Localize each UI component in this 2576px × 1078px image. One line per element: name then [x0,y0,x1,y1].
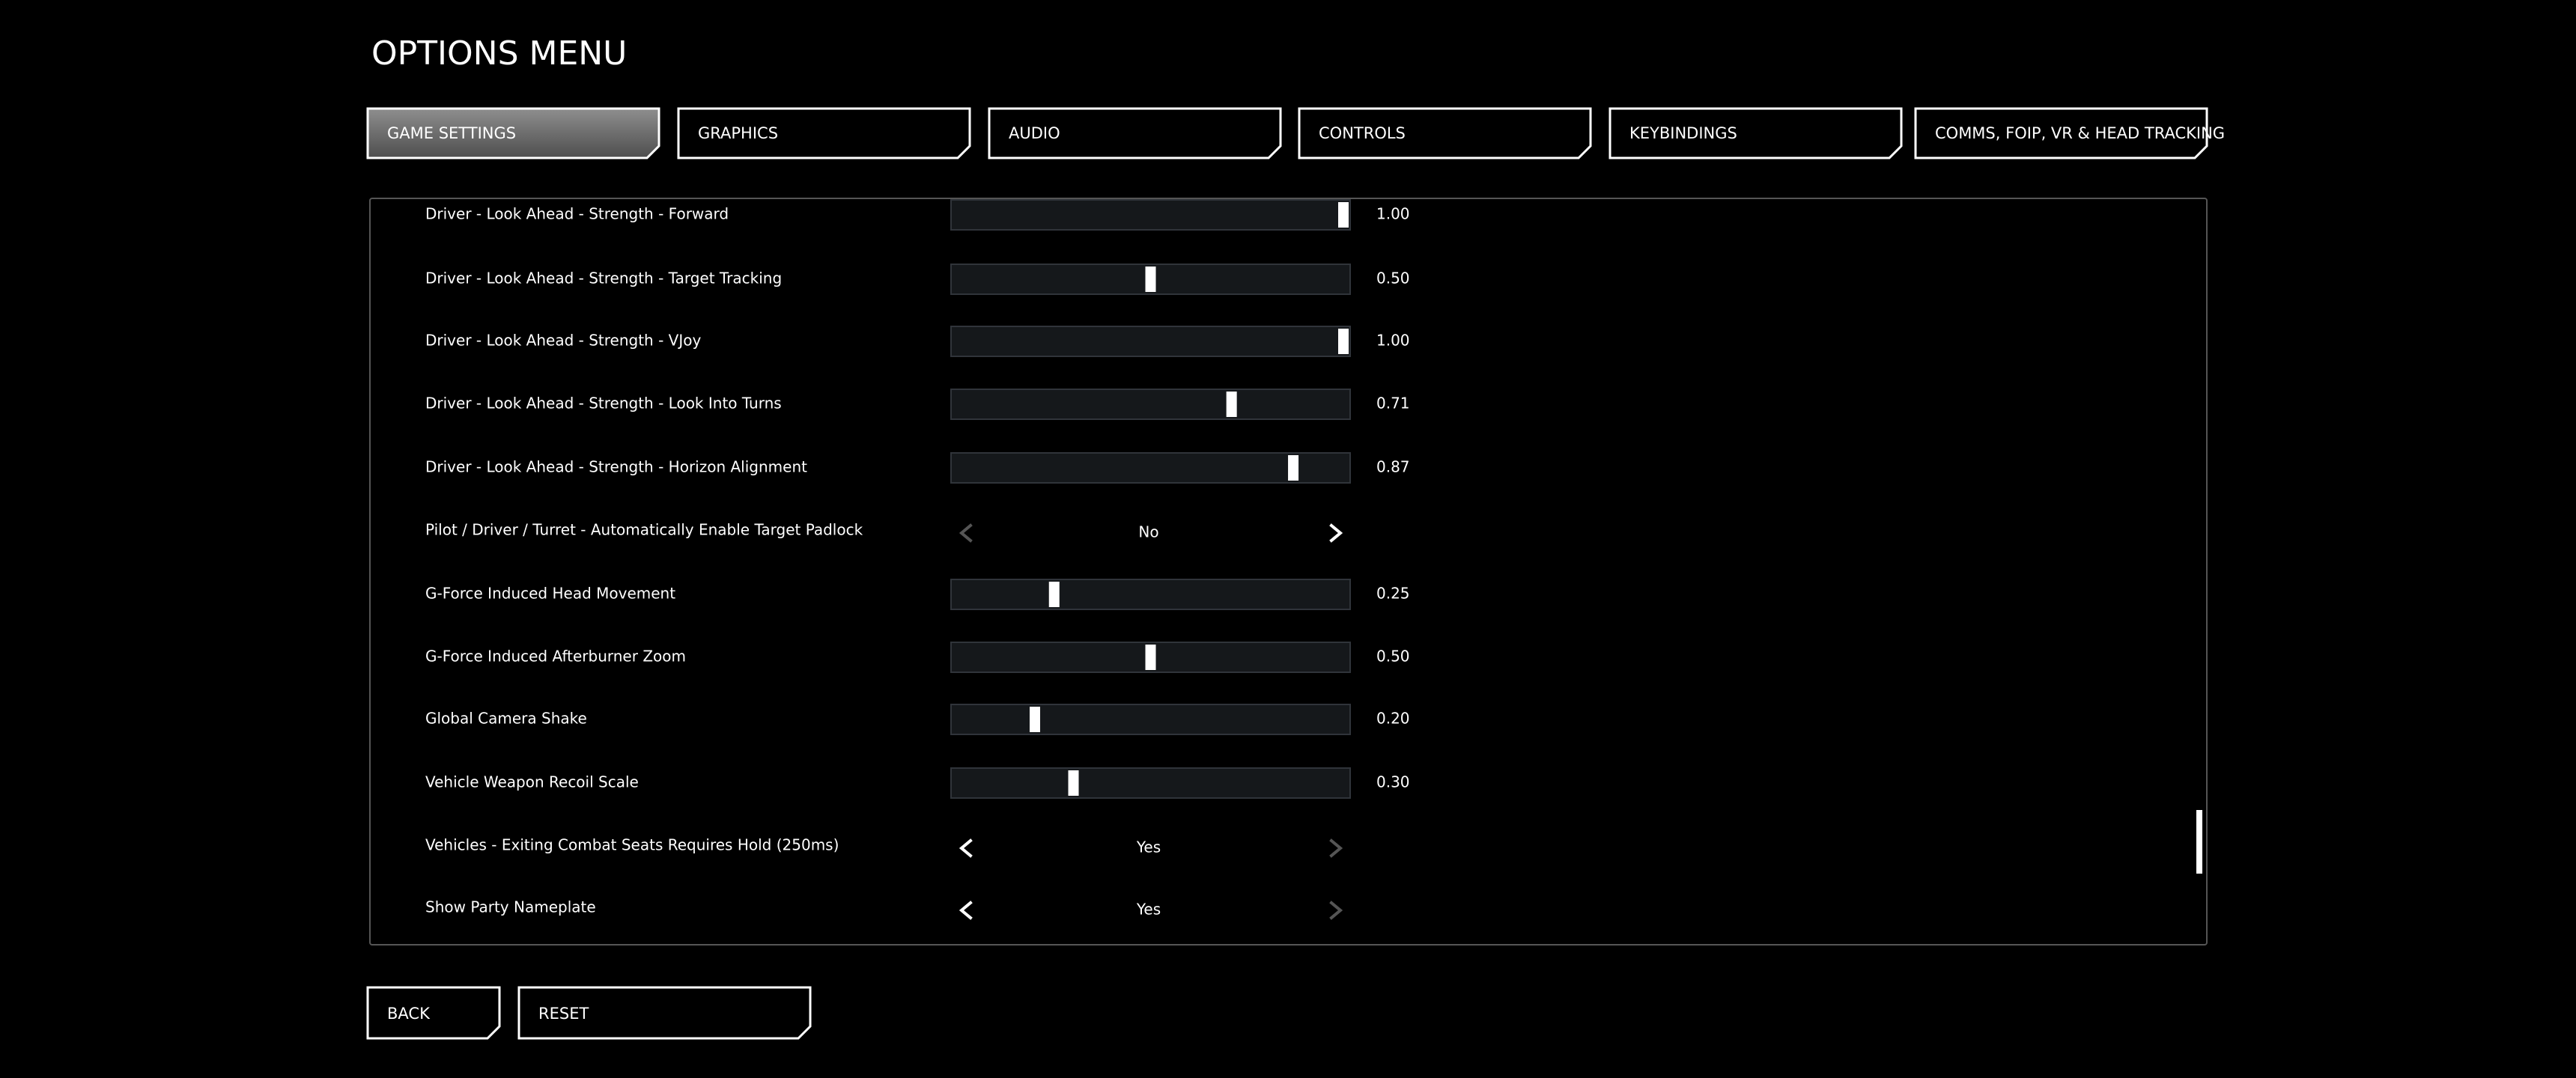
slider-value: 0.25 [1376,585,1410,603]
tab[interactable] [366,107,660,159]
slider-handle[interactable] [1145,267,1156,292]
slider-handle[interactable] [1338,202,1349,228]
tab-label: KEYBINDINGS [1629,124,1737,142]
setting-label: Vehicle Weapon Recoil Scale [425,773,639,791]
setting-label: Vehicles - Exiting Combat Seats Requires… [425,836,839,854]
slider-track[interactable] [950,704,1351,735]
tab-label: GRAPHICS [698,124,778,142]
button[interactable] [517,986,812,1040]
tab[interactable] [1298,107,1592,159]
slider-value: 0.50 [1376,648,1410,666]
slider-track[interactable] [950,199,1351,231]
tab-label: CONTROLS [1319,124,1406,142]
setting-label: Driver - Look Ahead - Strength - Target … [425,270,782,287]
previous-option-arrow[interactable] [959,901,973,920]
next-option-arrow [1329,838,1343,858]
settings-panel [369,198,2208,945]
tab[interactable] [1609,107,1903,159]
option-value: Yes [1136,838,1161,856]
tab-label: AUDIO [1009,124,1060,142]
slider-value: 0.30 [1376,773,1410,791]
slider-track[interactable] [950,389,1351,420]
scrollbar-thumb[interactable] [2196,810,2202,874]
menu-title: OPTIONS MENU [371,34,627,73]
previous-option-arrow[interactable] [959,838,973,858]
slider-handle[interactable] [1048,582,1060,607]
option-value: Yes [1136,901,1161,919]
slider-handle[interactable] [1338,329,1349,354]
tab[interactable] [1914,107,2208,159]
slider-value: 0.50 [1376,270,1410,287]
tab[interactable] [988,107,1282,159]
slider-value: 0.20 [1376,710,1410,728]
option-value: No [1138,523,1158,541]
slider-handle[interactable] [1068,770,1079,796]
setting-label: G-Force Induced Afterburner Zoom [425,648,686,666]
setting-label: Driver - Look Ahead - Strength - Forward [425,205,729,223]
slider-handle[interactable] [1145,645,1156,670]
setting-label: Driver - Look Ahead - Strength - VJoy [425,332,701,350]
slider-track[interactable] [950,767,1351,799]
slider-value: 1.00 [1376,205,1410,223]
slider-value: 0.87 [1376,458,1410,476]
setting-label: Driver - Look Ahead - Strength - Look In… [425,395,782,412]
next-option-arrow[interactable] [1329,523,1343,543]
setting-label: Global Camera Shake [425,710,587,728]
button[interactable] [366,986,501,1040]
slider-track[interactable] [950,326,1351,357]
setting-label: Show Party Nameplate [425,898,596,916]
previous-option-arrow [959,523,973,543]
tab-label: GAME SETTINGS [387,124,516,142]
slider-value: 1.00 [1376,332,1410,350]
button-label: RESET [538,1005,589,1023]
slider-handle[interactable] [1030,707,1040,732]
setting-label: Driver - Look Ahead - Strength - Horizon… [425,458,807,476]
tab-label: COMMS, FOIP, VR & HEAD TRACKING [1935,124,2225,142]
button-label: BACK [387,1005,431,1023]
slider-track[interactable] [950,452,1351,484]
setting-label: G-Force Induced Head Movement [425,585,675,603]
slider-value: 0.71 [1376,395,1410,412]
slider-track[interactable] [950,579,1351,610]
setting-label: Pilot / Driver / Turret - Automatically … [425,521,863,539]
tab[interactable] [677,107,971,159]
next-option-arrow [1329,901,1343,920]
slider-handle[interactable] [1226,392,1237,417]
slider-handle[interactable] [1288,455,1299,481]
